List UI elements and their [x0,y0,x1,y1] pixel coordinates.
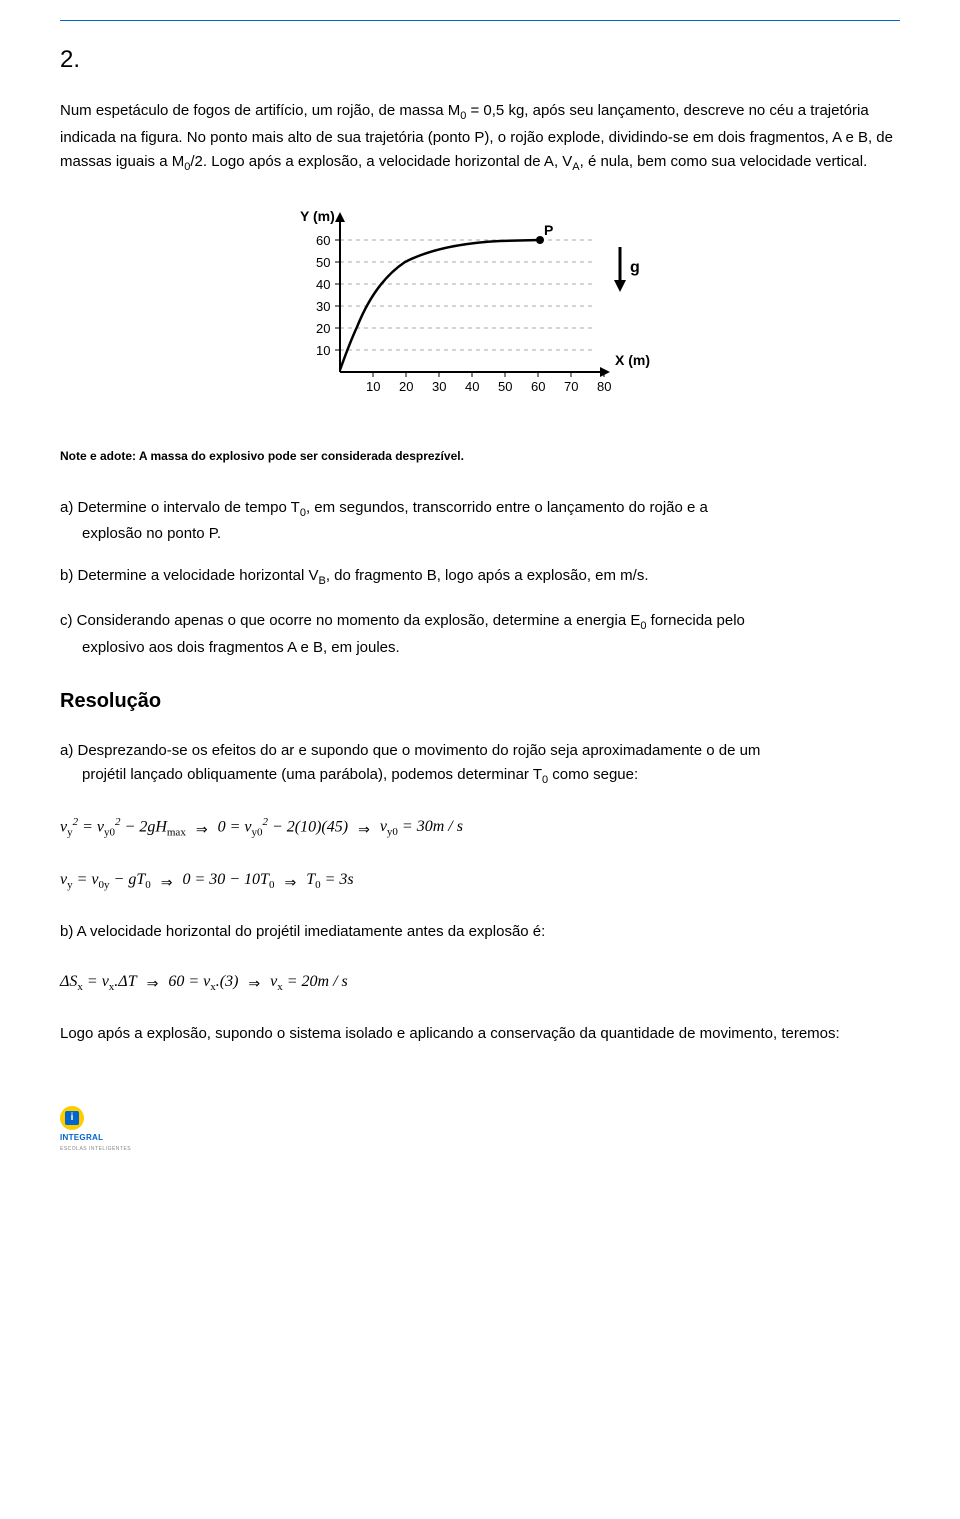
equation-3: ΔSx = vx.ΔT ⇒ 60 = vx.(3) ⇒ vx = 20m / s [60,969,900,997]
t: .(3) [216,973,239,990]
t: ΔS [60,973,77,990]
ytick: 50 [316,255,330,270]
xtick: 70 [564,379,578,394]
resolution-heading: Resolução [60,685,900,717]
xtick: 20 [399,379,413,394]
xtick: 50 [498,379,512,394]
t: T [306,871,315,888]
text: projétil lançado obliquamente (uma paráb… [82,766,542,783]
y-axis-label: Y (m) [300,208,335,224]
t: = v [83,973,109,990]
ytick: 10 [316,343,330,358]
t: 60 = v [168,973,210,990]
text: a) Determine o intervalo de tempo T [60,499,300,516]
p-label: P [544,222,553,238]
t: − 2(10)(45) [268,818,348,835]
ytick: 40 [316,277,330,292]
t: y0 [387,826,398,838]
text: , é nula, bem como sua velocidade vertic… [580,153,868,170]
ytick: 60 [316,233,330,248]
t: y0 [251,827,262,839]
sub: A [572,161,579,173]
item-a: a) Determine o intervalo de tempo T0, em… [60,496,900,547]
xtick: 30 [432,379,446,394]
text: explosivo aos dois fragmentos A e B, em … [82,639,400,656]
note: Note e adote: A massa do explosivo pode … [60,447,900,466]
t: 0 = 30 − 10T [182,871,269,888]
t: = 20m / s [283,973,348,990]
arrow-icon: ⇒ [161,873,173,895]
resolution-a: a) Desprezando-se os efeitos do ar e sup… [60,739,900,790]
t: y [67,827,73,839]
arrow-icon: ⇒ [284,873,296,895]
logo-brand: INTEGRAL [60,1132,900,1145]
xtick: 80 [597,379,611,394]
ytick: 20 [316,321,330,336]
logo-icon-inner: i [65,1111,79,1125]
logo-tagline: ESCOLAS INTELIGENTES [60,1145,900,1153]
text: , em segundos, transcorrido entre o lanç… [306,499,708,516]
sub: B [318,575,325,587]
top-divider [60,20,900,21]
t: = 30m / s [398,818,463,835]
problem-paragraph-1: Num espetáculo de fogos de artifício, um… [60,99,900,176]
t: 0 [145,879,151,891]
arrow-icon: ⇒ [196,820,208,842]
text: a) Desprezando-se os efeitos do ar e sup… [60,742,760,759]
text: como segue: [548,766,638,783]
t: .ΔT [114,973,136,990]
t: = v [73,871,99,888]
t: 0y [99,879,110,891]
question-number: 2. [60,41,900,79]
text: c) Considerando apenas o que ocorre no m… [60,612,640,629]
text: explosão no ponto P. [82,525,221,542]
resolution-final: Logo após a explosão, supondo o sistema … [60,1022,900,1046]
equation-2: vy = v0y − gT0 ⇒ 0 = 30 − 10T0 ⇒ T0 = 3s [60,867,900,895]
t: max [167,827,186,839]
xtick: 60 [531,379,545,394]
t: 0 [269,879,275,891]
xtick: 40 [465,379,479,394]
item-c: c) Considerando apenas o que ocorre no m… [60,609,900,660]
arrow-icon: ⇒ [248,974,260,996]
text: b) Determine a velocidade horizontal V [60,567,318,584]
t: 0 = v [218,818,252,835]
text: Num espetáculo de fogos de artifício, um… [60,102,460,119]
t: v [380,818,387,835]
equation-1: vy2 = vy02 − 2gHmax ⇒ 0 = vy02 − 2(10)(4… [60,814,900,842]
resolution-b: b) A velocidade horizontal do projétil i… [60,920,900,944]
arrow-icon: ⇒ [358,820,370,842]
text: fornecida pelo [647,612,745,629]
logo-icon: i [60,1106,84,1130]
arrow-icon: ⇒ [147,974,159,996]
t: y0 [104,827,115,839]
g-label: g [630,259,640,276]
chart-svg: P g Y (m) X (m) 60 50 40 30 20 10 10 20 … [300,207,660,407]
ytick: 30 [316,299,330,314]
x-axis-label: X (m) [615,352,650,368]
xtick: 10 [366,379,380,394]
logo: i INTEGRAL ESCOLAS INTELIGENTES [60,1106,900,1153]
t: = v [78,818,104,835]
text: /2. Logo após a explosão, a velocidade h… [190,153,572,170]
item-b: b) Determine a velocidade horizontal VB,… [60,564,900,591]
t: = 3s [321,871,354,888]
trajectory-chart: P g Y (m) X (m) 60 50 40 30 20 10 10 20 … [60,207,900,407]
t: − gT [110,871,146,888]
text: , do fragmento B, logo após a explosão, … [326,567,649,584]
t: − 2gH [121,818,167,835]
